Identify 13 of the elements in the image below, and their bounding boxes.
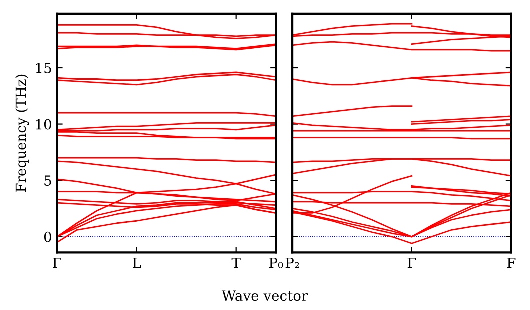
y-tick-label: 10 [36,119,52,130]
x-tick-label: T [232,258,241,268]
y-tick-label: 5 [44,176,52,186]
y-tick-label: 15 [36,62,52,74]
x-axis-title: Wave vector [222,290,308,302]
x-tick-label: P₂ [286,258,300,268]
x-tick-label: Γ [408,258,416,268]
x-tick-label: L [132,258,142,268]
x-tick-label: F [507,258,516,268]
x-tick-label: P₀ [269,258,284,268]
y-axis-title: Frequency (THz) [16,74,30,192]
y-tick-label: 0 [44,232,52,242]
x-tick-label: Γ [53,258,62,268]
